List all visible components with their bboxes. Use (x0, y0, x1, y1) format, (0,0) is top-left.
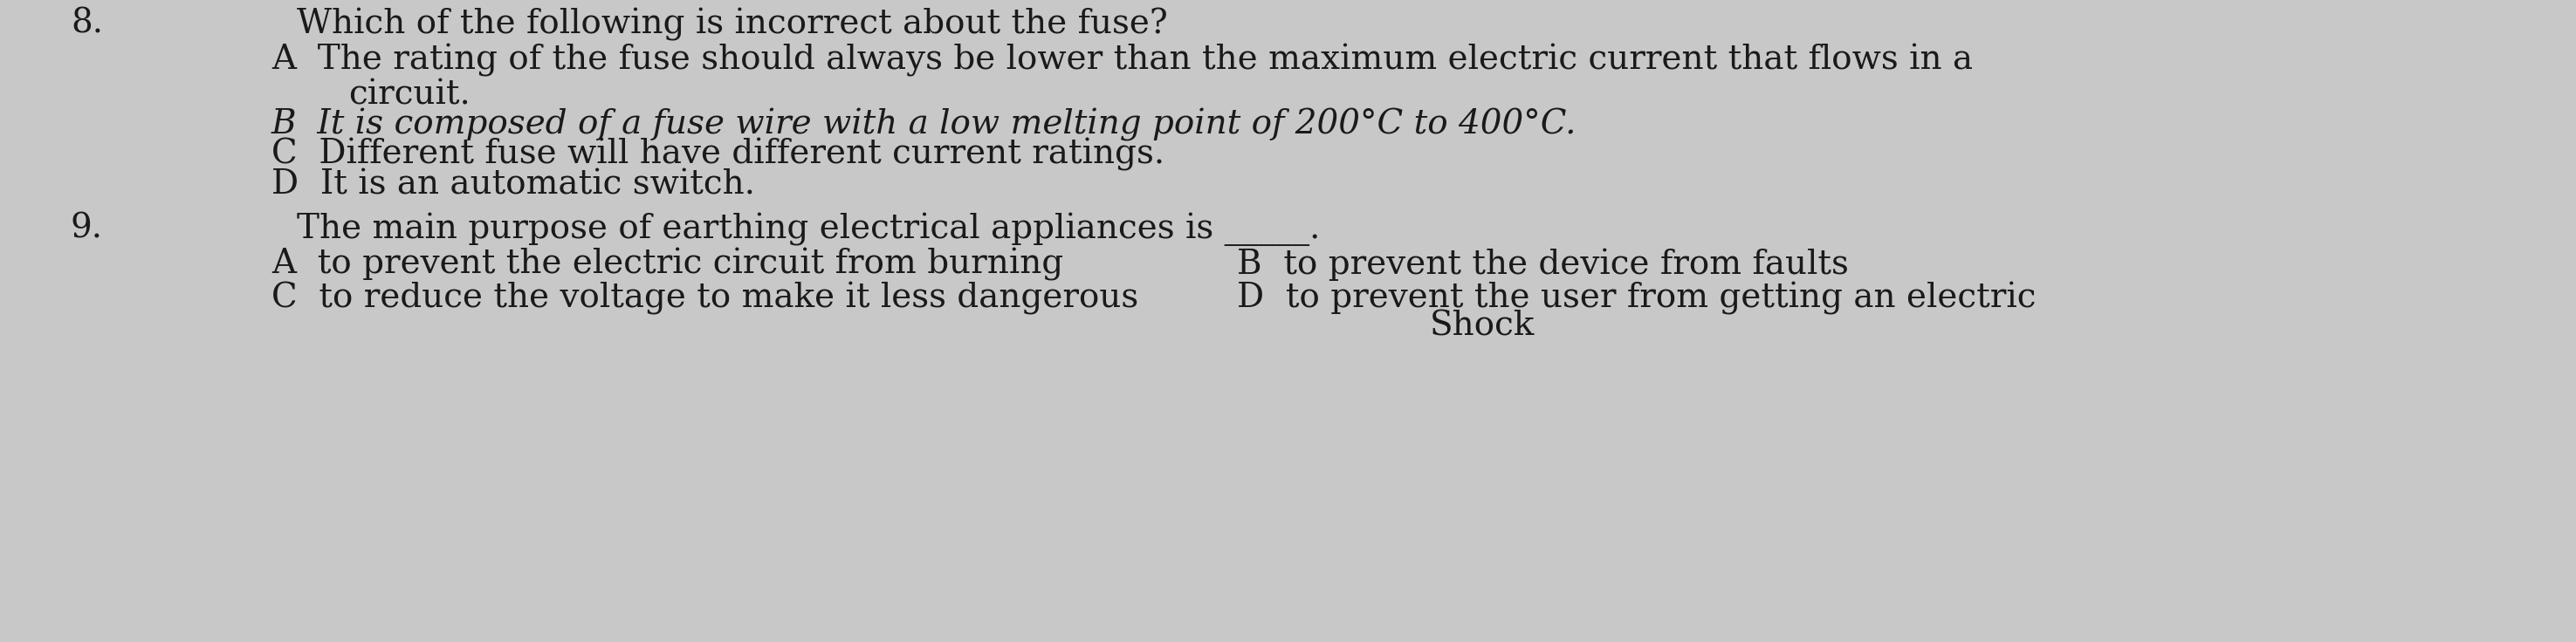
Text: 8.: 8. (70, 8, 103, 40)
Text: 9.: 9. (70, 213, 103, 245)
Text: Shock: Shock (1430, 309, 1535, 342)
Text: D  to prevent the user from getting an electric: D to prevent the user from getting an el… (1236, 282, 2035, 315)
Text: circuit.: circuit. (348, 79, 471, 112)
Text: Which of the following is incorrect about the fuse?: Which of the following is incorrect abou… (296, 8, 1167, 41)
Text: C  to reduce the voltage to make it less dangerous: C to reduce the voltage to make it less … (270, 282, 1139, 315)
Text: A  to prevent the electric circuit from burning: A to prevent the electric circuit from b… (270, 248, 1064, 281)
Text: The main purpose of earthing electrical appliances is _____.: The main purpose of earthing electrical … (296, 213, 1321, 246)
Text: B  It is composed of a fuse wire with a low melting point of 200°C to 400°C.: B It is composed of a fuse wire with a l… (270, 108, 1577, 141)
Text: D  It is an automatic switch.: D It is an automatic switch. (270, 168, 755, 201)
Text: C  Different fuse will have different current ratings.: C Different fuse will have different cur… (270, 137, 1164, 171)
Text: B  to prevent the device from faults: B to prevent the device from faults (1236, 248, 1850, 281)
Text: A  The rating of the fuse should always be lower than the maximum electric curre: A The rating of the fuse should always b… (270, 44, 1973, 76)
